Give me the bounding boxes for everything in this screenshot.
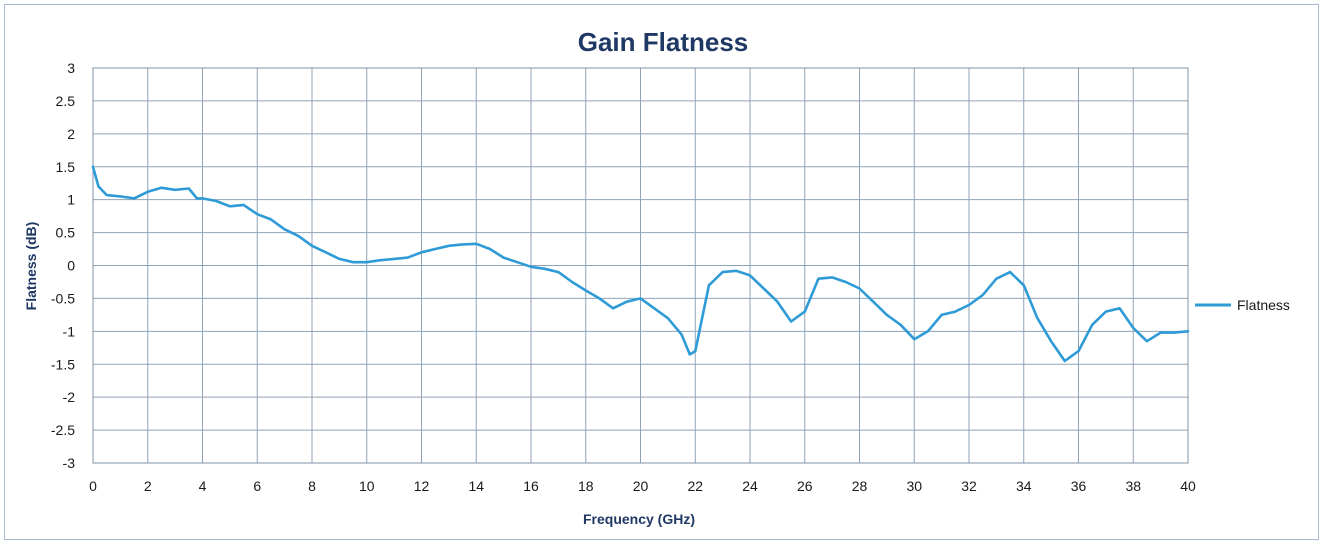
x-tick-label: 38 — [1125, 478, 1141, 494]
y-tick-label: 1.5 — [56, 159, 76, 175]
gain-flatness-chart: Gain Flatness 0 2 4 6 8 10 12 14 16 18 20 22 24 26 28 3… — [23, 27, 1290, 527]
y-tick-label: -2.5 — [51, 422, 75, 438]
y-tick-label: -1 — [63, 323, 76, 339]
y-tick-label: 0.5 — [56, 225, 76, 241]
x-tick-label: 10 — [359, 478, 375, 494]
y-tick-label: 1 — [67, 192, 75, 208]
legend-label-flatness: Flatness — [1237, 297, 1290, 313]
y-axis-label: Flatness (dB) — [23, 222, 39, 311]
y-tick-labels: 3 2.5 2 1.5 1 0.5 0 -0.5 -1 -1.5 -2 -2.5 -3 — [51, 60, 75, 471]
x-tick-label: 4 — [199, 478, 207, 494]
x-tick-label: 30 — [906, 478, 922, 494]
x-tick-label: 24 — [742, 478, 758, 494]
chart-frame: Gain Flatness 0 2 4 6 8 10 12 14 16 18 20 22 24 26 28 3… — [4, 4, 1319, 540]
x-tick-label: 8 — [308, 478, 316, 494]
x-tick-label: 20 — [633, 478, 649, 494]
x-axis-label: Frequency (GHz) — [583, 511, 695, 527]
x-tick-label: 18 — [578, 478, 594, 494]
x-tick-label: 16 — [523, 478, 539, 494]
y-tick-label: -1.5 — [51, 356, 75, 372]
y-tick-label: 2 — [67, 126, 75, 142]
x-tick-label: 0 — [89, 478, 97, 494]
x-tick-label: 14 — [468, 478, 484, 494]
x-tick-label: 12 — [414, 478, 430, 494]
x-tick-label: 40 — [1180, 478, 1196, 494]
x-tick-labels: 0 2 4 6 8 10 12 14 16 18 20 22 24 26 28 30 32 34 36 38 40 — [89, 478, 1196, 494]
legend: Flatness — [1195, 297, 1290, 313]
grid-lines — [92, 67, 1189, 464]
x-tick-label: 32 — [961, 478, 977, 494]
y-tick-label: 3 — [67, 60, 75, 76]
y-tick-label: 0 — [67, 258, 75, 274]
x-tick-label: 28 — [852, 478, 868, 494]
y-tick-label: -0.5 — [51, 290, 75, 306]
x-tick-label: 26 — [797, 478, 813, 494]
y-tick-label: 2.5 — [56, 93, 76, 109]
y-tick-label: -2 — [63, 389, 76, 405]
x-tick-label: 6 — [253, 478, 261, 494]
x-tick-label: 22 — [687, 478, 703, 494]
series-line-flatness — [91, 165, 1190, 363]
chart-title: Gain Flatness — [578, 27, 749, 57]
series-group — [91, 165, 1190, 363]
x-tick-label: 36 — [1071, 478, 1087, 494]
x-tick-label: 34 — [1016, 478, 1032, 494]
x-tick-label: 2 — [144, 478, 152, 494]
plot-area-border — [92, 67, 1189, 464]
y-tick-label: -3 — [63, 455, 76, 471]
